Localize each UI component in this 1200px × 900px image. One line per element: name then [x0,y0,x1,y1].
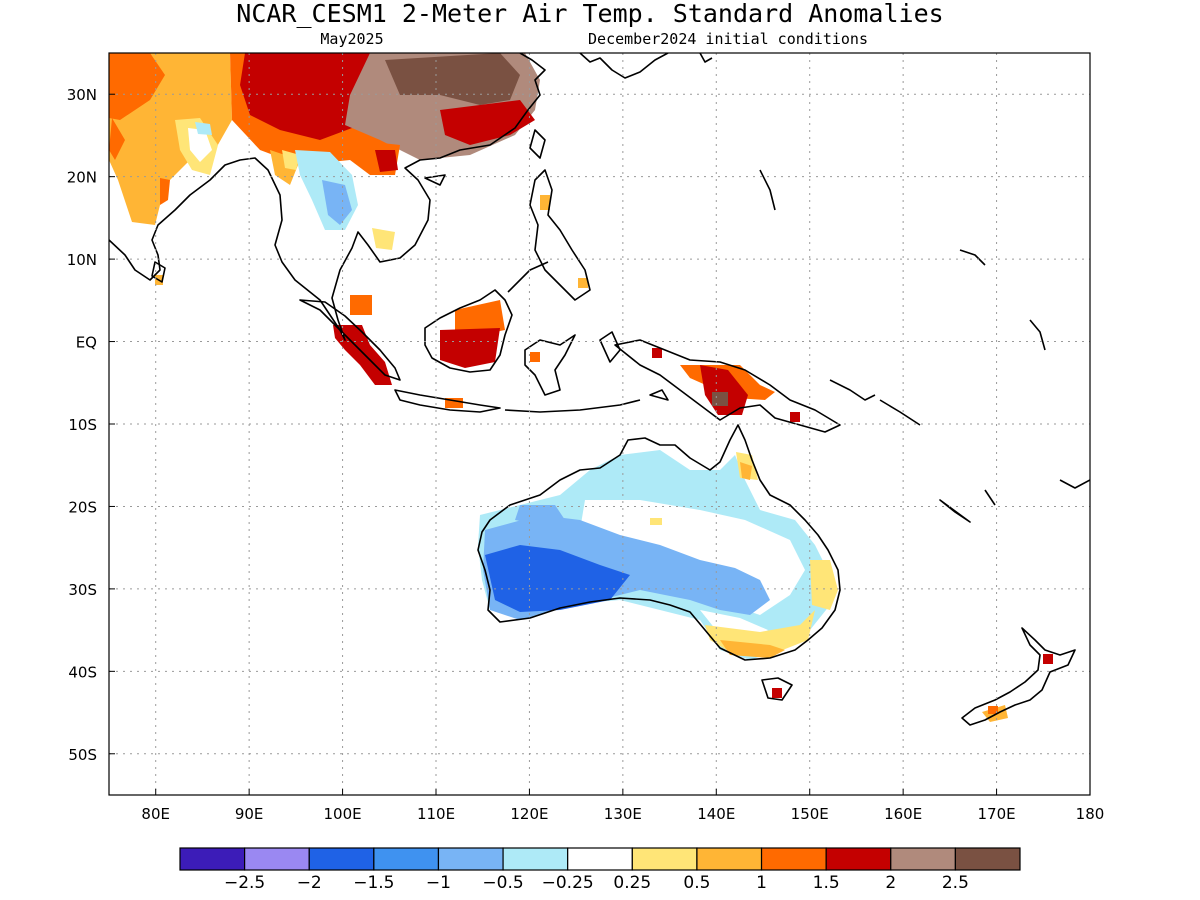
lat-tick-label: 30N [67,86,97,104]
lon-tick-label: 180 [1076,805,1105,823]
colorbar-swatch [244,847,310,871]
colorbar-label: 2 [885,873,896,893]
anomaly-maritime [333,295,800,422]
colorbar-label: 0.25 [613,873,651,893]
colorbar-label: −0.5 [482,873,523,893]
anomaly-india [109,53,232,285]
colorbar-swatch [308,847,375,871]
lat-tick-label: 30S [68,581,97,599]
colorbar: −2.5 −2 −1.5 −1 −0.5 −0.25 0.25 0.5 1 1.5 2 2.5 [179,847,1021,893]
colorbar-swatch [179,847,246,871]
colorbar-swatch [437,847,504,871]
lon-tick-label: 160E [884,805,922,823]
anomaly-australia [478,450,838,698]
lat-tick-label: 40S [68,663,97,681]
colorbar-swatch [373,847,440,871]
colorbar-label: 2.5 [942,873,969,893]
lon-tick-label: 100E [324,805,362,823]
map-title: NCAR_CESM1 2-Meter Air Temp. Standard An… [236,0,943,28]
colorbar-swatch [567,847,633,871]
colorbar-label: −2.5 [224,873,265,893]
graticule [109,53,1090,795]
colorbar-swatch [502,847,569,871]
lon-tick-label: 120E [510,805,548,823]
lon-tick-label: 80E [141,805,170,823]
lat-tick-label: 10S [68,416,97,434]
colorbar-swatch [890,847,956,871]
lat-tick-label: EQ [76,334,97,352]
latitude-axis: 30N 20N 10N EQ 10S 20S 30S 40S 50S [67,86,115,764]
colorbar-label: 0.5 [683,873,710,893]
valid-month-label: May2025 [320,30,383,48]
colorbar-swatch [954,847,1021,871]
lat-tick-label: 20N [67,169,97,187]
lat-tick-label: 50S [68,746,97,764]
colorbar-label: 1.5 [813,873,840,893]
lon-tick-label: 110E [417,805,455,823]
longitude-axis: 80E 90E 100E 110E 120E 130E 140E 150E 160E 170E 18… [141,789,1104,823]
lon-tick-label: 130E [604,805,642,823]
lon-tick-label: 140E [697,805,735,823]
colorbar-label: −2 [297,873,322,893]
colorbar-label: −1 [426,873,451,893]
colorbar-label: −0.25 [542,873,594,893]
anomaly-china [230,53,540,185]
colorbar-swatch [760,847,827,871]
colorbar-label: −1.5 [353,873,394,893]
lat-tick-label: 10N [67,251,97,269]
lat-tick-label: 20S [68,498,97,516]
colorbar-swatch [631,847,698,871]
lon-tick-label: 170E [978,805,1016,823]
init-conditions-label: December2024 initial conditions [588,30,868,48]
colorbar-swatch [825,847,892,871]
anomaly-indochina [295,150,588,288]
coastlines [109,53,1090,726]
colorbar-label: 1 [756,873,767,893]
lon-tick-label: 90E [235,805,264,823]
colorbar-swatch [696,847,763,871]
lon-tick-label: 150E [791,805,829,823]
